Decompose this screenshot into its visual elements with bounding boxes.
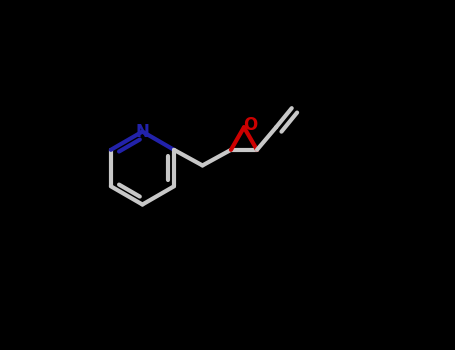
Text: N: N [136, 122, 149, 141]
Text: O: O [243, 116, 258, 134]
